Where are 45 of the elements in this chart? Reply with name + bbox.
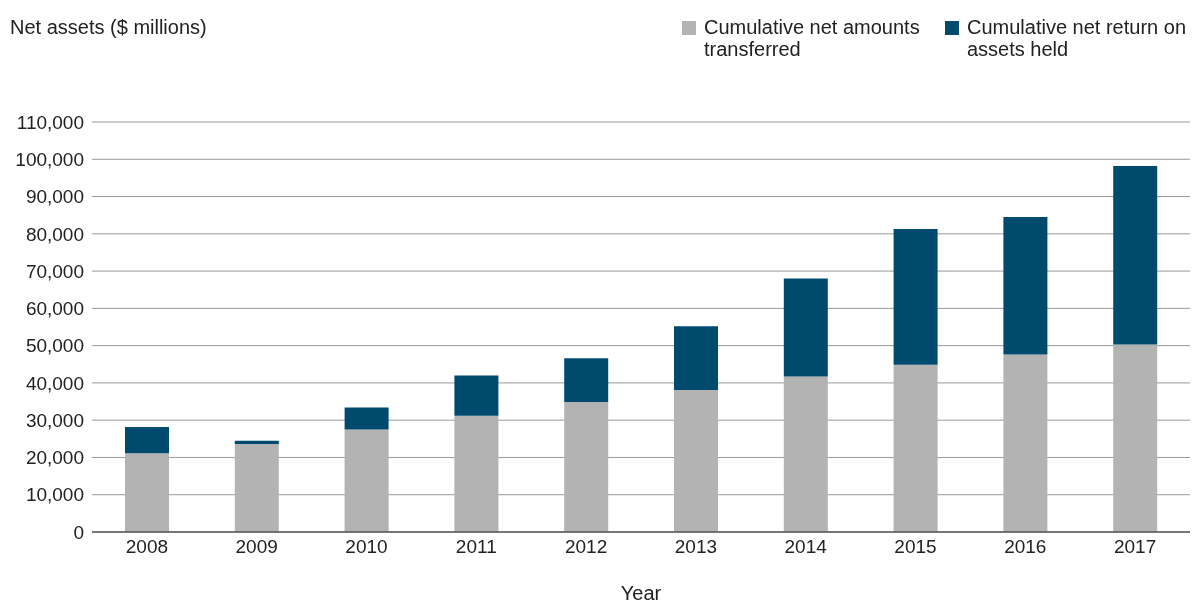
y-tick-label: 10,000 (25, 484, 84, 506)
x-tick-label: 2017 (1113, 536, 1157, 558)
y-tick-label: 40,000 (25, 372, 84, 394)
bar (1003, 217, 1048, 355)
x-axis-title: Year (620, 582, 662, 604)
y-tick-label: 0 (73, 521, 84, 543)
x-tick-label: 2011 (455, 536, 497, 558)
y-tick-label: 90,000 (25, 186, 84, 208)
y-tick-label: 70,000 (25, 260, 84, 282)
y-tick-label: 80,000 (25, 223, 84, 245)
bar (125, 453, 169, 532)
x-tick-label: 2016 (1004, 536, 1047, 558)
bar (674, 326, 718, 390)
x-tick-label: 2013 (674, 536, 718, 558)
x-tick-label: 2010 (345, 536, 388, 558)
bar (1003, 354, 1048, 532)
legend-label: Cumulative net amounts transferred (704, 16, 921, 60)
bar (564, 401, 609, 532)
y-tick-label: 50,000 (25, 335, 84, 357)
bar (783, 278, 828, 377)
bar (344, 429, 389, 532)
y-tick-label: 100,000 (15, 149, 84, 171)
bar (454, 375, 499, 416)
bar (454, 415, 499, 532)
x-tick-label: 2009 (235, 536, 278, 558)
x-tick-label: 2015 (894, 536, 937, 558)
x-tick-label: 2012 (564, 536, 608, 558)
bar (893, 364, 938, 532)
bar (344, 407, 389, 430)
y-axis-title: Net assets ($ millions) (10, 16, 207, 39)
bar (1113, 165, 1158, 345)
bar (893, 228, 938, 365)
y-tick-label: 30,000 (25, 409, 84, 431)
legend-label: Cumulative net return on assets held (967, 16, 1187, 60)
bar (783, 376, 828, 532)
x-tick-label: 2014 (784, 536, 828, 558)
bar (1113, 344, 1158, 532)
bar (125, 426, 169, 454)
bar (674, 389, 718, 532)
y-tick-label: 60,000 (25, 298, 84, 320)
y-tick-label: 20,000 (25, 447, 84, 469)
bar (564, 358, 609, 402)
x-tick-label: 2008 (125, 536, 169, 558)
bar (234, 444, 279, 532)
y-tick-label: 110,000 (16, 111, 84, 133)
